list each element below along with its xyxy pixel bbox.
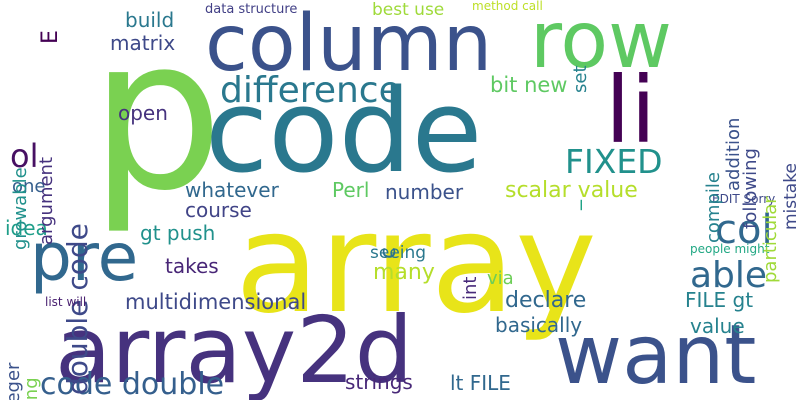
word-p: p bbox=[90, 0, 224, 237]
word-double-code: double code bbox=[61, 223, 94, 395]
word-lt-file: lt FILE bbox=[450, 371, 511, 395]
word-course: course bbox=[185, 198, 252, 222]
word-strings: strings bbox=[345, 370, 413, 394]
word-want: want bbox=[555, 308, 757, 400]
word-list-will: list will bbox=[45, 295, 87, 309]
word-method-call: method call bbox=[472, 0, 543, 13]
word-col: col bbox=[715, 207, 773, 253]
word-following: following bbox=[740, 148, 761, 229]
word-array: array bbox=[235, 183, 597, 344]
word-data-structure: data structure bbox=[205, 2, 298, 17]
word-many: many bbox=[373, 260, 435, 285]
word-able: able bbox=[690, 255, 768, 296]
word-whatever: whatever bbox=[185, 178, 279, 202]
word-compile: compile bbox=[703, 172, 724, 243]
word-row: row bbox=[530, 0, 672, 86]
word-set: set bbox=[570, 65, 591, 93]
word-difference: difference bbox=[220, 70, 401, 111]
word-build: build bbox=[125, 8, 175, 32]
word-basically: basically bbox=[495, 313, 583, 337]
word-fixed: FIXED bbox=[565, 142, 663, 181]
word-number: number bbox=[385, 180, 464, 204]
word-argument: argument bbox=[36, 156, 57, 245]
word-column: column bbox=[205, 0, 493, 89]
word-c: c bbox=[376, 246, 401, 259]
word-takes: takes bbox=[165, 254, 219, 278]
word-via: via bbox=[487, 268, 514, 289]
word-growable: growable bbox=[10, 167, 31, 250]
word-seeing: seeing bbox=[370, 243, 427, 263]
word-value: value bbox=[690, 314, 745, 338]
word-file-gt: FILE gt bbox=[685, 288, 754, 312]
word-multidimensional: multidimensional bbox=[125, 290, 307, 314]
word-open: open bbox=[118, 101, 168, 125]
word-scalar-value: scalar value bbox=[505, 178, 638, 203]
word-particular: particular bbox=[760, 196, 781, 283]
word-perl: Perl bbox=[332, 178, 370, 202]
word-e: E bbox=[38, 30, 63, 44]
word-array2d: array2d bbox=[55, 297, 414, 400]
word-one: one bbox=[12, 176, 46, 197]
word-gt-push: gt push bbox=[140, 221, 216, 245]
word-code: code bbox=[205, 65, 483, 199]
word-int: int bbox=[460, 276, 481, 300]
word-declare: declare bbox=[505, 288, 587, 313]
word-best-use: best use bbox=[372, 0, 445, 20]
word-code-double: code double bbox=[40, 367, 225, 400]
word-mistake: mistake bbox=[781, 163, 800, 230]
word-li: li bbox=[605, 57, 657, 164]
word-edit-sorry: EDIT Sorry bbox=[712, 192, 776, 206]
word-using: using bbox=[21, 377, 42, 400]
word-people-might: people might bbox=[690, 242, 770, 256]
word-bit-new: bit new bbox=[490, 73, 568, 97]
word-pre: pre bbox=[30, 219, 139, 296]
word-underscore: _ bbox=[558, 200, 582, 210]
word-idea: idea bbox=[5, 216, 48, 240]
word-matrix: matrix bbox=[110, 31, 176, 55]
word-ol: ol bbox=[10, 137, 39, 175]
